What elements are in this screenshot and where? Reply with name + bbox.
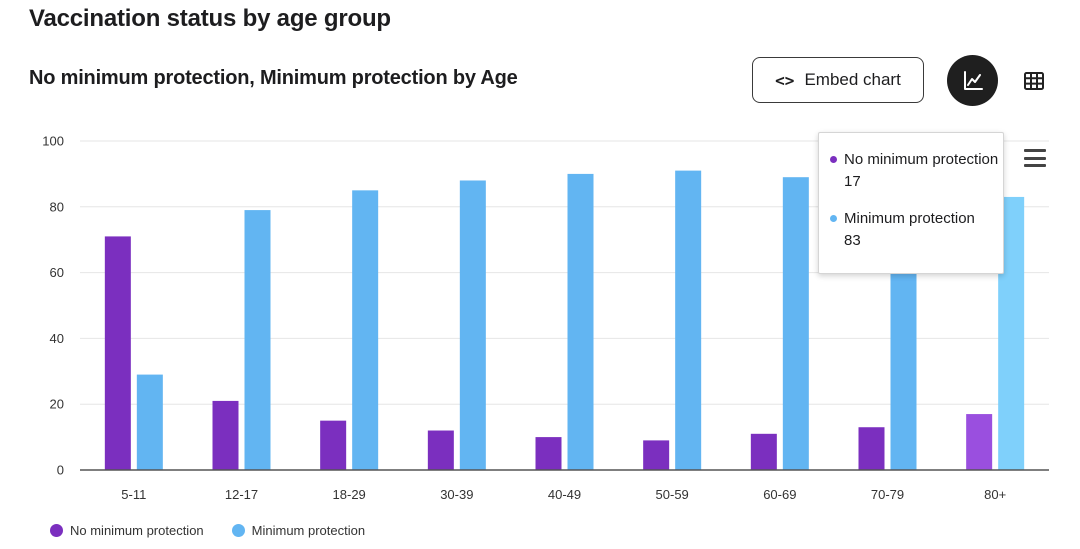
legend-dot-minimum-protection [231,524,245,537]
bar-no-protection-40-49[interactable] [535,437,562,470]
x-tick-label: 12-17 [225,487,258,502]
bar-no-protection-60-69[interactable] [750,433,777,470]
bar-minimum-protection-40-49[interactable] [567,173,594,470]
bar-minimum-protection-5-11[interactable] [136,374,163,470]
table-view-button[interactable] [1021,68,1047,94]
legend-dot-no-protection [50,524,63,537]
x-tick-label: 5-11 [121,487,146,502]
y-tick-label: 20 [50,397,64,412]
hamburger-menu-icon [1024,149,1046,152]
legend-label-no-protection: No minimum protection [70,523,204,538]
bar-minimum-protection-18-29[interactable] [352,190,379,470]
bar-minimum-protection-30-39[interactable] [459,180,486,471]
code-icon: <> [775,70,795,90]
x-tick-label: 30-39 [440,487,473,502]
tooltip-series2-name: Minimum protection [844,210,975,227]
bar-no-protection-30-39[interactable] [427,430,454,470]
bar-no-protection-80+[interactable] [966,414,993,470]
y-tick-label: 0 [57,463,64,478]
y-tick-label: 80 [50,199,64,214]
chart-legend: No minimum protection Minimum protection [50,523,365,538]
legend-label-minimum-protection: Minimum protection [251,523,366,538]
bar-no-protection-5-11[interactable] [104,236,131,470]
table-icon [1024,72,1044,90]
x-tick-label: 18-29 [333,487,366,502]
bar-no-protection-18-29[interactable] [320,420,347,470]
x-tick-label: 60-69 [763,487,796,502]
y-tick-label: 100 [42,134,64,149]
y-tick-label: 60 [50,265,64,280]
bar-minimum-protection-12-17[interactable] [244,210,271,470]
chart-tooltip: No minimum protection 17 Minimum protect… [818,132,1004,274]
legend-item-minimum-protection[interactable]: Minimum protection [231,523,366,538]
bar-no-protection-12-17[interactable] [212,400,239,470]
legend-item-no-protection[interactable]: No minimum protection [50,523,204,538]
chart-subtitle: No minimum protection, Minimum protectio… [29,67,518,89]
line-chart-icon [963,70,983,90]
tooltip-series2-value: 83 [844,232,861,249]
page-title: Vaccination status by age group [29,5,391,32]
x-tick-label: 40-49 [548,487,581,502]
tooltip-dot-minimum-protection [830,215,837,222]
tooltip-series1-value: 17 [844,173,861,190]
tooltip-dot-no-protection [830,156,837,163]
bar-minimum-protection-50-59[interactable] [675,170,702,471]
y-tick-label: 40 [50,331,64,346]
bar-minimum-protection-60-69[interactable] [782,177,809,470]
tooltip-series1-name: No minimum protection [844,151,999,168]
chart-menu-button[interactable] [1024,149,1046,167]
embed-chart-button[interactable]: <> Embed chart [752,57,924,103]
x-tick-label: 50-59 [656,487,689,502]
x-tick-label: 80+ [984,487,1006,502]
bar-no-protection-70-79[interactable] [858,427,885,470]
embed-chart-label: Embed chart [804,70,901,89]
chart-view-button[interactable] [947,55,998,106]
x-tick-label: 70-79 [871,487,904,502]
bar-no-protection-50-59[interactable] [643,440,670,470]
